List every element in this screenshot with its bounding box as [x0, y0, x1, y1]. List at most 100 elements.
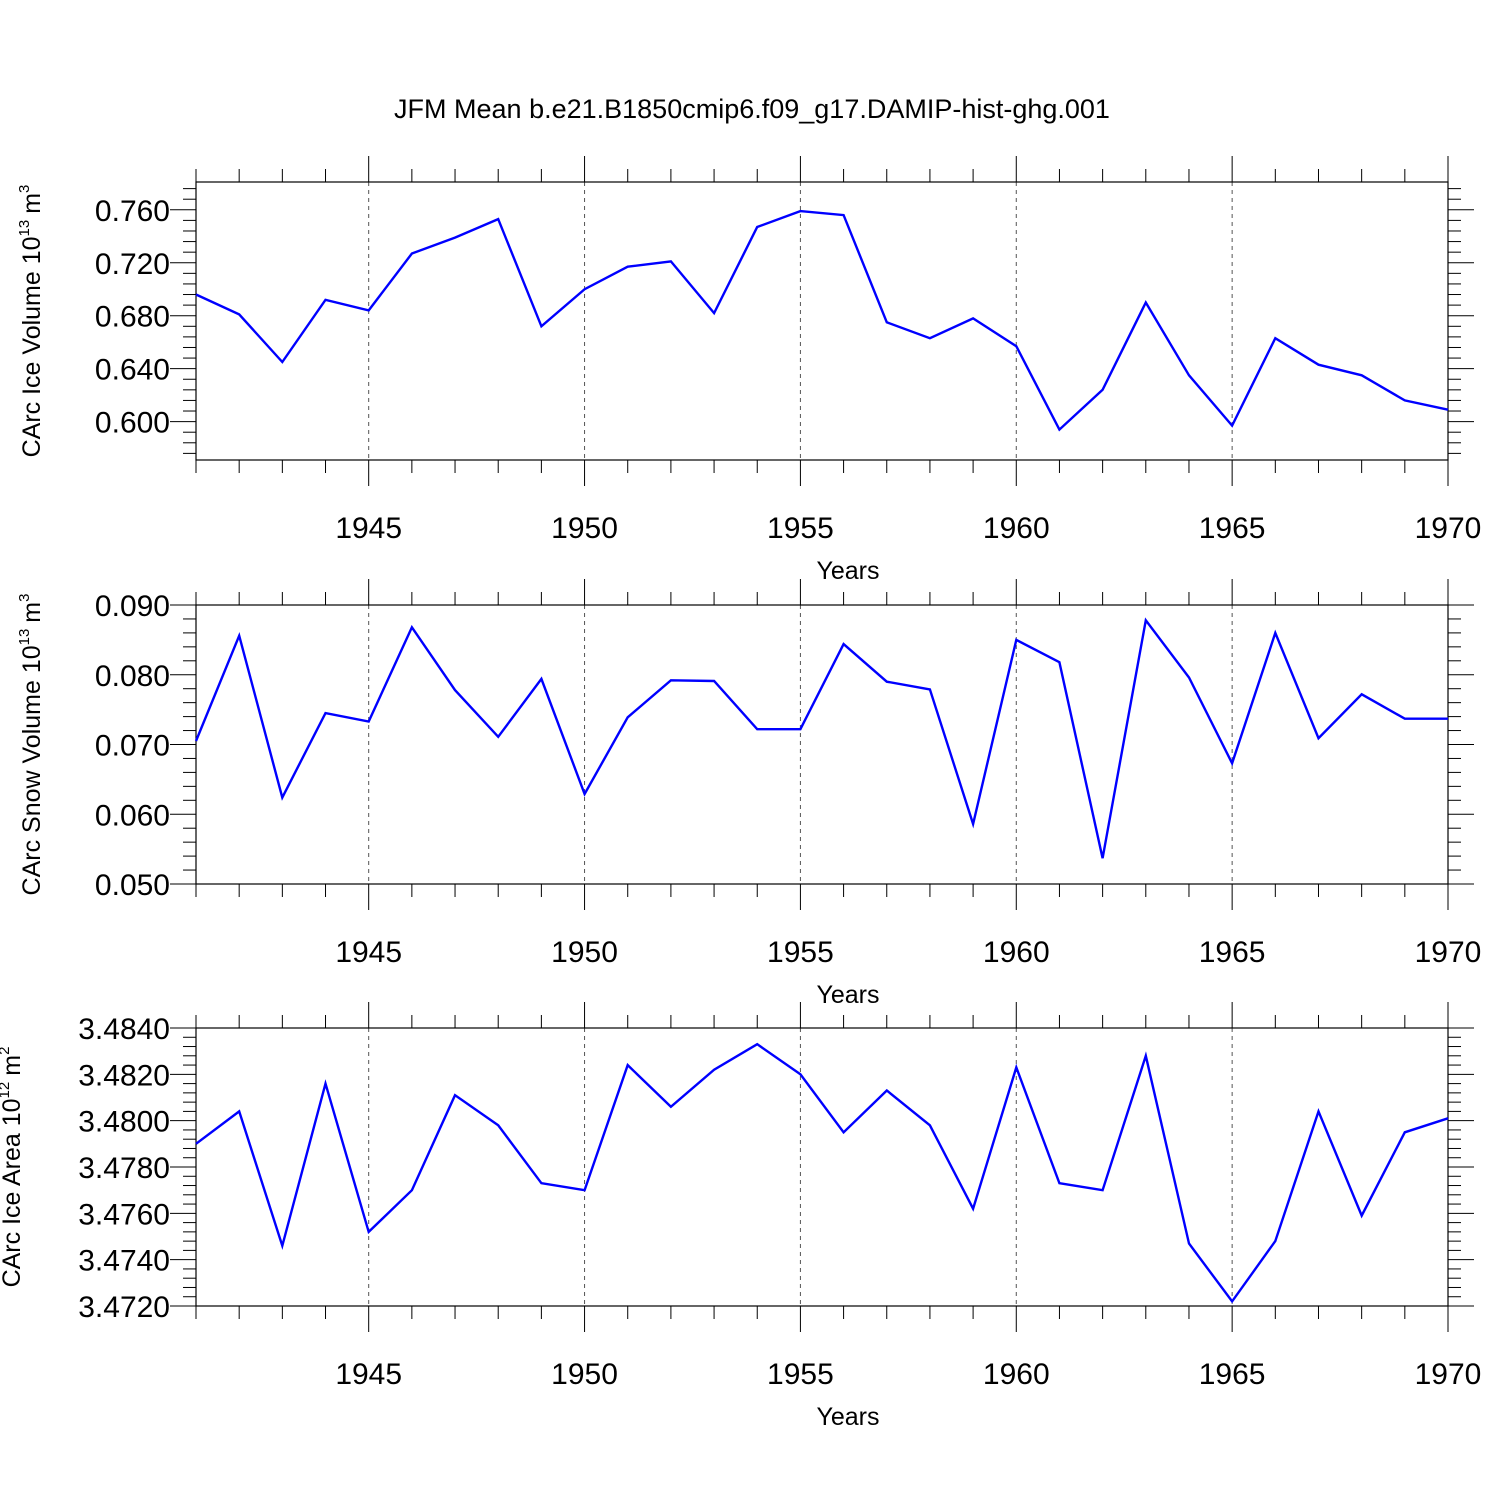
data-point — [280, 1244, 284, 1248]
data-point — [496, 217, 500, 221]
y-tick-label: 3.4720 — [78, 1291, 170, 1324]
x-tick-label: 1950 — [551, 936, 618, 969]
data-point — [539, 677, 543, 681]
y-axis-label-unit: m — [18, 602, 46, 623]
data-point — [798, 209, 802, 213]
y-axis-label-exponent: 13 — [16, 220, 33, 237]
y-tick-label: 0.760 — [95, 195, 170, 228]
data-point — [1014, 638, 1018, 642]
data-point — [324, 298, 328, 302]
data-point — [712, 311, 716, 315]
data-point — [755, 727, 759, 731]
x-tick-label: 1950 — [551, 1358, 618, 1391]
data-point — [583, 792, 587, 796]
data-point — [1014, 344, 1018, 348]
data-point — [1101, 388, 1105, 392]
y-tick-label: 0.640 — [95, 354, 170, 387]
y-axis-label-unit: m — [18, 193, 46, 214]
y-tick-label: 0.060 — [95, 799, 170, 832]
data-point — [1187, 1241, 1191, 1245]
y-tick-label: 3.4760 — [78, 1198, 170, 1231]
data-point — [626, 715, 630, 719]
data-point — [1014, 1065, 1018, 1069]
y-tick-label: 0.080 — [95, 660, 170, 693]
data-point — [928, 336, 932, 340]
plot-frame — [195, 604, 1449, 885]
data-point — [194, 293, 198, 297]
y-tick-label: 0.720 — [95, 248, 170, 281]
y-axis-label-exponent: 12 — [0, 1082, 13, 1099]
data-point — [1446, 717, 1450, 721]
data-point — [669, 259, 673, 263]
data-point — [1360, 1214, 1364, 1218]
data-point — [1187, 676, 1191, 680]
x-tick-label: 1945 — [335, 1358, 402, 1391]
data-point — [971, 822, 975, 826]
data-point — [496, 735, 500, 739]
y-axis-label-unit-exponent: 3 — [16, 185, 33, 193]
x-tick-label: 1945 — [335, 512, 402, 545]
y-axis-label-unit: m — [0, 1055, 26, 1076]
y-tick-label: 0.050 — [95, 869, 170, 902]
panel-ice-area: 1945 1950 1955 1960 1965 1970 3.4720 3.4740 3.47… — [0, 1002, 1481, 1431]
data-point — [1230, 761, 1234, 765]
data-point — [1403, 1130, 1407, 1134]
data-point — [1144, 618, 1148, 622]
data-point — [453, 1093, 457, 1097]
data-point — [453, 236, 457, 240]
y-axis-label-main: CArc Snow Volume 10 — [18, 645, 46, 895]
data-point — [669, 1105, 673, 1109]
data-point — [1403, 398, 1407, 402]
data-point — [971, 316, 975, 320]
y-tick-label: 3.4740 — [78, 1245, 170, 1278]
data-point — [755, 225, 759, 229]
x-axis-label: Years — [816, 1403, 879, 1431]
data-point — [885, 680, 889, 684]
x-tick-label: 1955 — [767, 512, 834, 545]
x-tick-label: 1950 — [551, 512, 618, 545]
y-axis-label-main: CArc Ice Volume 10 — [18, 236, 46, 457]
x-tick-label: 1945 — [335, 936, 402, 969]
data-point — [626, 1063, 630, 1067]
data-point — [1144, 300, 1148, 304]
x-tick-label: 1970 — [1415, 1358, 1482, 1391]
data-point — [367, 308, 371, 312]
y-tick-label: 3.4840 — [78, 1013, 170, 1046]
series-line — [195, 209, 1449, 432]
data-point — [1273, 631, 1277, 635]
data-point — [1360, 692, 1364, 696]
data-point — [626, 265, 630, 269]
data-point — [885, 320, 889, 324]
data-point — [669, 678, 673, 682]
y-axis-label: CArc Ice Volume 1013 m3 — [16, 185, 46, 458]
data-point — [237, 312, 241, 316]
data-point — [367, 719, 371, 723]
y-axis-label-unit-exponent: 2 — [0, 1047, 13, 1055]
x-tick-label: 1955 — [767, 1358, 834, 1391]
data-point — [496, 1123, 500, 1127]
data-point — [1446, 408, 1450, 412]
data-point — [842, 1130, 846, 1134]
data-point — [367, 1230, 371, 1234]
data-point — [1230, 424, 1234, 428]
data-point — [539, 1181, 543, 1185]
data-point — [1101, 1188, 1105, 1192]
x-axis-label: Years — [816, 981, 879, 1009]
data-point — [928, 687, 932, 691]
x-tick-label: 1965 — [1199, 512, 1266, 545]
data-point — [583, 1188, 587, 1192]
data-point — [885, 1089, 889, 1093]
data-point — [1101, 856, 1105, 860]
data-point — [842, 213, 846, 217]
data-point — [755, 1042, 759, 1046]
y-tick-label: 3.4780 — [78, 1152, 170, 1185]
chart-title: JFM Mean b.e21.B1850cmip6.f09_g17.DAMIP-… — [394, 94, 1110, 124]
data-point — [453, 688, 457, 692]
x-tick-label: 1965 — [1199, 1358, 1266, 1391]
data-point — [539, 324, 543, 328]
y-axis-label-main: CArc Ice Area 10 — [0, 1098, 26, 1287]
y-axis-label-exponent: 13 — [16, 629, 33, 646]
data-point — [1057, 428, 1061, 432]
panel-snow-volume: 1945 1950 1955 1960 1965 1970 0.050 0.060 0.070 0… — [16, 579, 1481, 1009]
y-tick-label: 0.600 — [95, 407, 170, 440]
